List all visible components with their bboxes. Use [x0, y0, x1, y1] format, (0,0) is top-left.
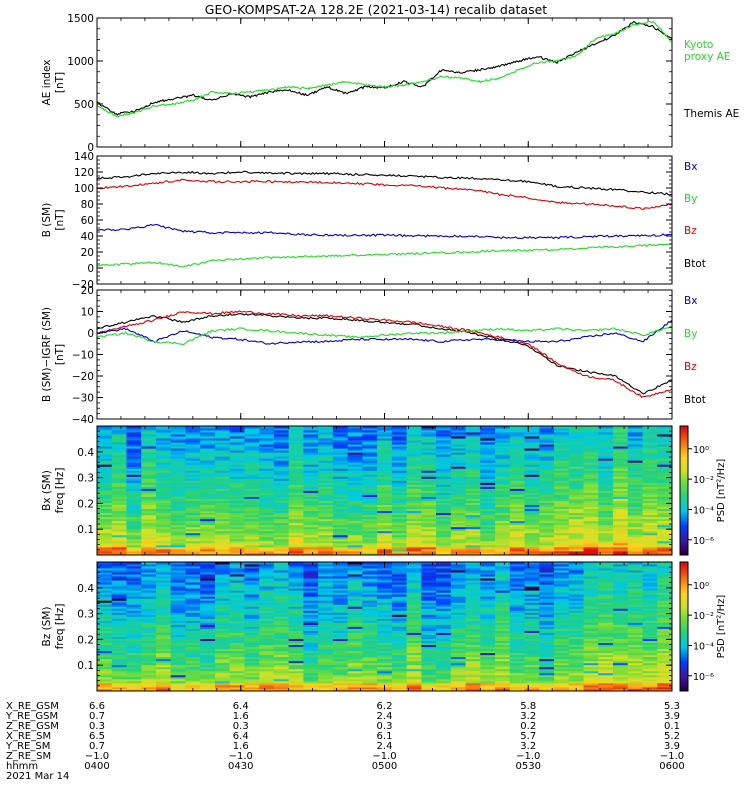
y-tick-label: 120 [74, 167, 94, 179]
y-tick-label: 0 [87, 263, 94, 275]
series-by [97, 244, 672, 267]
y-tick-label: −20 [72, 371, 94, 383]
series-bz [97, 311, 672, 397]
colorbar: 10⁰ 10⁻² 10⁻⁴ 10⁻⁶ PSD [nT²/Hz] [680, 562, 727, 691]
y-tick-label: 0.4 [77, 583, 94, 595]
y-tick-label: 10 [81, 307, 94, 319]
series-bx [97, 224, 672, 238]
y-tick-label: 1500 [67, 13, 94, 25]
ephemeris-value: 0600 [659, 761, 684, 772]
y-tick-label: 0.3 [77, 609, 94, 621]
series-kyoto-proxy-ae [97, 22, 672, 117]
colorbar-tick-label: 10⁰ [693, 581, 709, 592]
figure-title: GEO-KOMPSAT-2A 128.2E (2021-03-14) recal… [205, 2, 548, 17]
legend-by: By [684, 328, 697, 340]
ephemeris-value: 0530 [516, 761, 541, 772]
colorbar-label: PSD [nT²/Hz] [716, 595, 727, 659]
series-bz [97, 179, 672, 209]
legend-bx: Bx [684, 295, 697, 307]
colorbar-tick-label: 10⁻² [693, 475, 714, 486]
legend-themis-ae: Themis AE [683, 108, 739, 120]
heatmap-cells [97, 562, 672, 691]
y-tick-label: 500 [74, 99, 94, 111]
y-axis-unit: [nT] [54, 72, 66, 93]
y-tick-label: 0.1 [77, 660, 94, 672]
y-tick-label: 60 [81, 215, 94, 227]
y-tick-label: 0.1 [77, 524, 94, 536]
colorbar-tick-label: 10⁻⁶ [693, 536, 714, 547]
y-axis-label: B (SM) [41, 203, 53, 237]
legend-kyoto: Kyoto [684, 39, 713, 51]
colorbar-tick-label: 10⁻⁴ [693, 505, 714, 516]
y-axis-label: AE index [41, 60, 53, 106]
y-axis-unit: [nT] [54, 344, 66, 365]
ephemeris-value: 0430 [228, 761, 253, 772]
ephemeris-value: 0400 [84, 761, 109, 772]
y-axis-unit: freq [Hz] [54, 468, 66, 514]
y-axis-unit: [nT] [54, 209, 66, 230]
ephemeris-value: 0500 [372, 761, 397, 772]
colorbar-tick-label: 10⁻² [693, 611, 714, 622]
legend-by: By [684, 193, 697, 205]
y-axis-label: Bx (SM) [41, 470, 53, 511]
legend-btot: Btot [684, 258, 706, 270]
series-btot [97, 314, 672, 394]
y-axis-unit: freq [Hz] [54, 604, 66, 650]
panel-3: Bx By Bz Btot −40 −30 −20 −10 0 10 20 B (SM)−IGRF (… [41, 285, 706, 426]
panel-frame [97, 290, 672, 419]
y-tick-label: 0.3 [77, 473, 94, 485]
ephemeris-row-label: 2021 Mar 14 [6, 771, 69, 782]
y-tick-label: 100 [74, 183, 94, 195]
y-tick-label: 140 [74, 151, 94, 163]
colorbar: 10⁰ 10⁻² 10⁻⁴ 10⁻⁶ PSD [nT²/Hz] [680, 426, 727, 555]
legend-bz: Bz [684, 225, 697, 237]
y-tick-label: 0.2 [77, 498, 94, 510]
panel-5: 10⁰ 10⁻² 10⁻⁴ 10⁻⁶ PSD [nT²/Hz] 0.1 0.2 0.3 0.4 B… [41, 562, 727, 691]
series-by [97, 326, 672, 344]
colorbar-tick-label: 10⁻⁶ [693, 672, 714, 683]
heatmap-cells [97, 426, 672, 555]
series-btot [97, 171, 672, 195]
legend-bz: Bz [684, 361, 697, 373]
panel-4: 10⁰ 10⁻² 10⁻⁴ 10⁻⁶ PSD [nT²/Hz] 0.1 0.2 0.3 0.4 B… [41, 426, 727, 555]
y-tick-label: 1000 [67, 56, 94, 68]
y-tick-label: 80 [81, 199, 94, 211]
y-axis-label: B (SM)−IGRF (SM) [41, 307, 53, 402]
series-themis-ae [97, 22, 672, 115]
colorbar-tick-label: 10⁰ [693, 445, 709, 456]
y-tick-label: −30 [72, 393, 94, 405]
y-tick-label: 0 [87, 328, 94, 340]
y-tick-label: 0.4 [77, 447, 94, 459]
y-tick-label: 20 [81, 247, 94, 259]
legend-proxy-ae: proxy AE [684, 51, 730, 63]
y-tick-label: 20 [81, 285, 94, 297]
y-tick-label: 0.2 [77, 634, 94, 646]
y-axis-label: Bz (SM) [41, 607, 53, 647]
legend-bx: Bx [684, 161, 697, 173]
panel-frame [97, 18, 672, 147]
colorbar-tick-label: 10⁻⁴ [693, 641, 714, 652]
y-tick-label: 40 [81, 231, 94, 243]
y-tick-label: −10 [72, 350, 94, 362]
series-bx [97, 320, 672, 344]
colorbar-label: PSD [nT²/Hz] [716, 459, 727, 523]
y-tick-label: −40 [72, 414, 94, 426]
legend-btot: Btot [684, 394, 706, 406]
